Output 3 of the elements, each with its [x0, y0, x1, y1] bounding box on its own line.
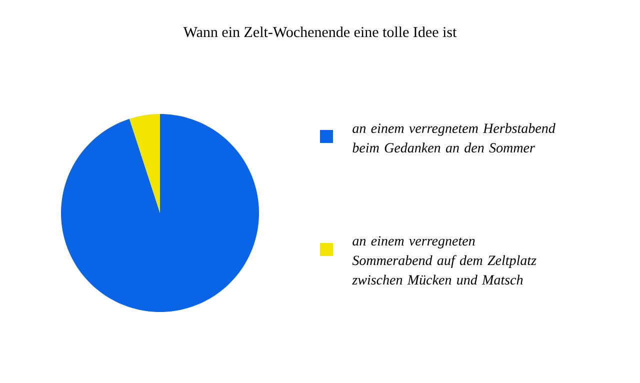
legend-label: an einem verregneten Sommerabend auf dem Zeltplatz zwischen Mücken und Matsch [352, 236, 536, 285]
chart-title: Wann ein Zelt-Wochenende eine tolle Idee ist [183, 26, 457, 38]
legend-label: an einem verregnetem Herbstabend beim Gedanken an den Sommer [352, 123, 556, 153]
